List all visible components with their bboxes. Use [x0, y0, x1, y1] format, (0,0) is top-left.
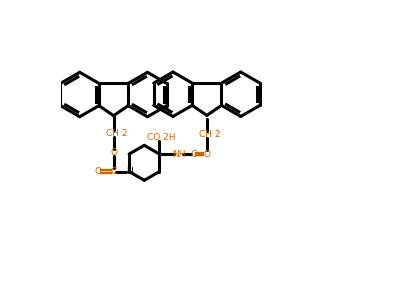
- Text: N: N: [126, 167, 132, 176]
- Text: CH 2: CH 2: [106, 129, 128, 138]
- Text: C: C: [190, 150, 196, 158]
- Text: CO 2H: CO 2H: [147, 133, 176, 142]
- Text: C: C: [111, 167, 117, 176]
- Text: O: O: [95, 167, 102, 176]
- Text: CH 2: CH 2: [200, 130, 221, 139]
- Text: O: O: [203, 150, 210, 158]
- Text: NH: NH: [172, 150, 185, 158]
- Text: O: O: [110, 148, 117, 157]
